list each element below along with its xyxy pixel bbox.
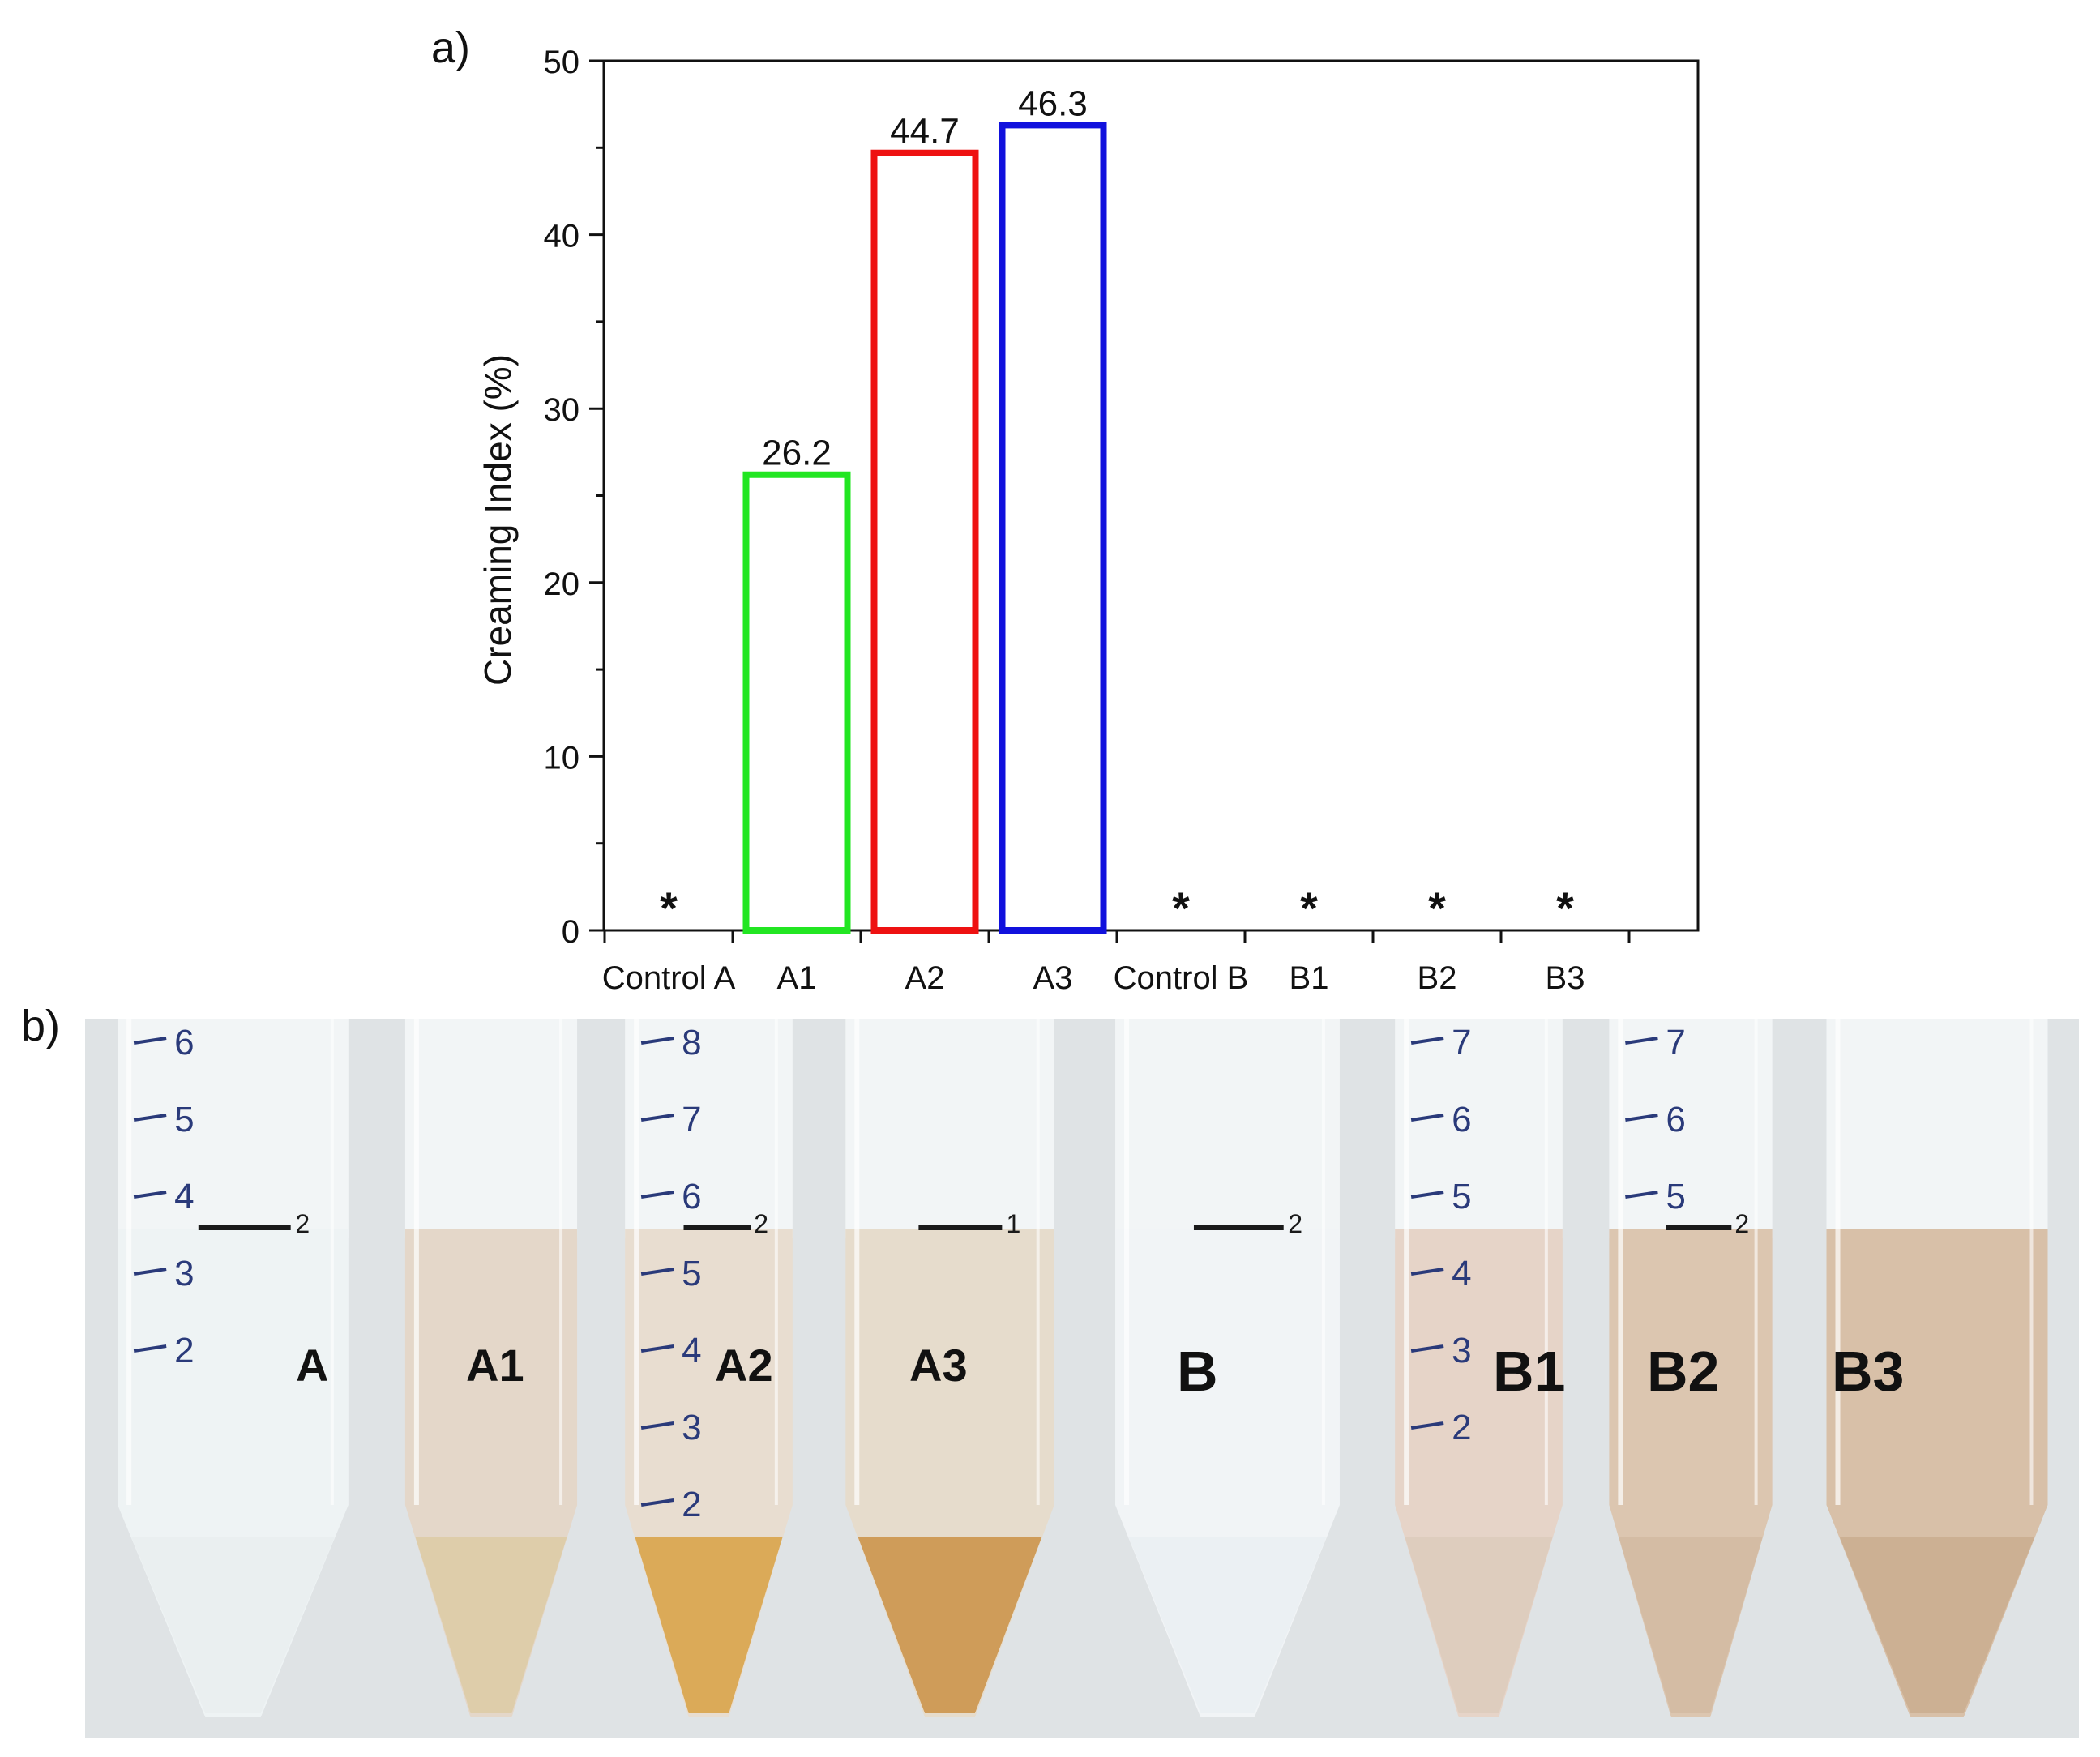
tube-graduation-number: 6 — [1666, 1100, 1685, 1139]
tube-graduation-number: 4 — [1452, 1254, 1471, 1293]
tube-drawing — [381, 1019, 601, 1738]
tube-photo-a3: 1 A3 — [816, 1019, 1084, 1738]
tube-label: A — [296, 1340, 329, 1391]
creaming-index-chart: 0 10 20 30 40 50 Creaming Index (%) Control A *… — [477, 45, 1700, 996]
chart-bars — [742, 122, 1107, 934]
panel-a-label: a) — [431, 24, 471, 72]
tube-graduation-number: 2 — [174, 1331, 194, 1370]
tube-drawing: 1 — [816, 1019, 1084, 1738]
plot-area-frame — [602, 59, 1700, 932]
tube-label: B1 — [1493, 1340, 1566, 1403]
tube-graduation-number: 5 — [682, 1254, 701, 1293]
tube-photo-a: 6 5 4 3 2 2 A — [85, 1019, 381, 1738]
no-creaming-marker: * — [1172, 883, 1190, 934]
no-creaming-marker: * — [660, 883, 678, 934]
tube-graduation-number: 6 — [174, 1023, 194, 1062]
tube-handwritten-mark: 2 — [1734, 1209, 1749, 1238]
tube-drawing: 2 — [1084, 1019, 1371, 1738]
tube-photo-a2: 8 7 6 5 4 3 2 2 A2 — [601, 1019, 816, 1738]
x-tick-label: B2 — [1418, 960, 1457, 996]
tube-drawing: 6 5 4 3 2 2 — [85, 1019, 381, 1738]
bar-a3 — [999, 122, 1107, 934]
data-label: 46.3 — [1018, 83, 1088, 123]
tube-graduation-number: 8 — [682, 1023, 701, 1062]
tube-drawing: 7 6 5 2 — [1586, 1019, 1795, 1738]
tube-label: A2 — [715, 1340, 773, 1391]
tube-handwritten-mark: 2 — [754, 1209, 768, 1238]
tube-label: B3 — [1832, 1340, 1905, 1403]
tube-label: B — [1177, 1340, 1218, 1403]
chart-frame — [602, 59, 1700, 932]
tube-graduation-number: 3 — [174, 1254, 194, 1293]
x-tick-label: Control B — [1114, 960, 1249, 996]
chart-ticks: 0 10 20 30 40 50 Creaming Index (%) — [477, 45, 1631, 950]
data-label: 44.7 — [890, 112, 960, 152]
no-creaming-marker: * — [1428, 883, 1446, 934]
tube-graduation-number: 4 — [682, 1331, 701, 1370]
x-tick-label: A3 — [1033, 960, 1073, 996]
y-tick-label: 40 — [544, 219, 580, 254]
no-creaming-marker: * — [1300, 883, 1318, 934]
tube-graduation-number: 7 — [682, 1100, 701, 1139]
tube-graduation-number: 3 — [682, 1408, 701, 1447]
y-tick-label: 0 — [562, 914, 580, 950]
tube-drawing — [1795, 1019, 2079, 1738]
x-tick-label: A2 — [905, 960, 945, 996]
tube-graduation-number: 3 — [1452, 1331, 1471, 1370]
y-axis-label: Creaming Index (%) — [477, 354, 519, 686]
tube-photo-b3: B3 — [1795, 1019, 2079, 1738]
tube-handwritten-mark: 2 — [1288, 1209, 1302, 1238]
chart-labels: Control A * A1 26.2 A2 44.7 A3 46.3 Control B * B1… — [602, 83, 1585, 996]
tube-label: A1 — [466, 1340, 524, 1391]
tube-graduation-number: 7 — [1452, 1023, 1471, 1062]
y-tick-label: 30 — [544, 392, 580, 428]
x-tick-label: A1 — [777, 960, 817, 996]
tube-graduation-number: 5 — [1666, 1177, 1685, 1216]
y-tick-label: 50 — [544, 45, 580, 80]
panel-b-label: b) — [21, 1002, 61, 1050]
tube-handwritten-mark: 2 — [295, 1209, 310, 1238]
tube-graduation-number: 2 — [682, 1485, 701, 1524]
tube-drawing: 8 7 6 5 4 3 2 2 — [601, 1019, 816, 1738]
tube-graduation-number: 5 — [174, 1100, 194, 1139]
x-tick-label: B3 — [1546, 960, 1585, 996]
photo-strip: 6 5 4 3 2 2 A A1 8 7 6 5 4 3 2 2 A2 1 A3 2 B 7 6 5 4 3 2 B1 7 6 5 2 B2 B3 — [85, 1019, 2079, 1738]
bar-a2 — [870, 149, 979, 934]
no-creaming-marker: * — [1556, 883, 1574, 934]
tube-graduation-number: 4 — [174, 1177, 194, 1216]
tube-graduation-number: 5 — [1452, 1177, 1471, 1216]
tube-label: A3 — [909, 1340, 968, 1391]
tube-photo-b1: 7 6 5 4 3 2 B1 — [1371, 1019, 1586, 1738]
x-tick-label: B1 — [1290, 960, 1329, 996]
tube-drawing: 7 6 5 4 3 2 — [1371, 1019, 1586, 1738]
y-tick-label: 20 — [544, 566, 580, 602]
tube-graduation-number: 6 — [682, 1177, 701, 1216]
data-label: 26.2 — [762, 434, 832, 473]
tube-graduation-number: 2 — [1452, 1408, 1471, 1447]
tube-graduation-number: 6 — [1452, 1100, 1471, 1139]
y-tick-label: 10 — [544, 740, 580, 776]
tube-photo-b2: 7 6 5 2 B2 — [1586, 1019, 1795, 1738]
tube-handwritten-mark: 1 — [1006, 1209, 1020, 1238]
tube-label: B2 — [1647, 1340, 1720, 1403]
tube-photo-a1: A1 — [381, 1019, 601, 1738]
tube-graduation-number: 7 — [1666, 1023, 1685, 1062]
bar-a1 — [742, 471, 851, 934]
x-tick-label: Control A — [602, 960, 736, 996]
